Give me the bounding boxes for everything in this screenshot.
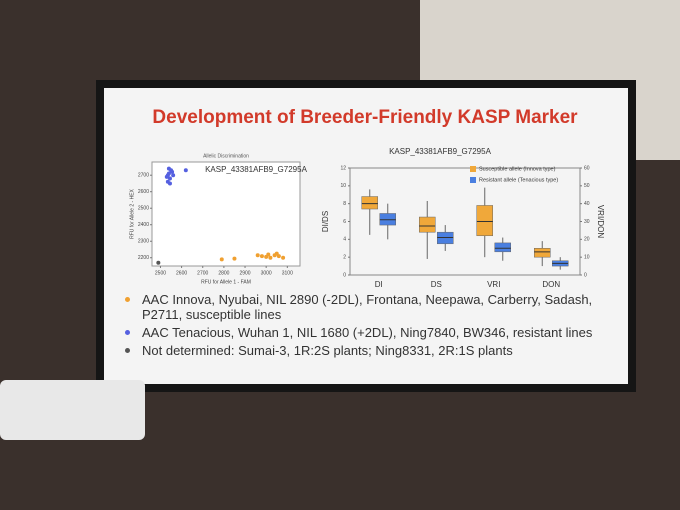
point <box>281 255 286 260</box>
point <box>255 253 260 258</box>
legend-entry: Not determined: Sumai-3, 1R:2S plants; N… <box>122 343 612 358</box>
point <box>167 181 172 186</box>
y2-tick-label: 30 <box>584 219 590 225</box>
y-tick-label: 2300 <box>138 239 149 245</box>
point <box>167 176 172 181</box>
point <box>232 256 237 261</box>
box <box>476 205 493 237</box>
x-tick-label: 2900 <box>239 270 250 276</box>
legend-swatch <box>125 330 130 335</box>
plot-frame <box>151 161 301 267</box>
chart-subtitle: KASP_43381AFB9_G7295A <box>205 165 308 174</box>
y-tick-label: 6 <box>343 219 346 225</box>
point <box>266 252 271 257</box>
point <box>170 169 175 174</box>
chart-title: KASP_43381AFB9_G7295A <box>389 147 492 156</box>
point <box>219 257 224 262</box>
point <box>166 171 171 176</box>
y-tick-label: 4 <box>343 237 346 243</box>
y2-tick-label: 40 <box>584 201 590 207</box>
box <box>494 242 511 253</box>
y-tick-label: 0 <box>343 272 346 278</box>
legend-text: Susceptible allele (Innova type) <box>479 166 556 172</box>
y-tick-label: 2200 <box>138 255 149 261</box>
point <box>276 254 281 259</box>
box <box>534 248 551 258</box>
slide-title: Development of Breeder-Friendly KASP Mar… <box>152 107 578 128</box>
legend-text: Not determined: Sumai-3, 1R:2S plants; N… <box>142 343 513 358</box>
y-tick-label: 8 <box>343 201 346 207</box>
box <box>419 216 436 233</box>
y-axis-label: RFU for Allele 2 - HEX <box>129 188 135 238</box>
y2-tick-label: 10 <box>584 254 590 260</box>
y-tick-label: 10 <box>340 183 346 189</box>
x-tick-label: DI <box>375 280 383 289</box>
legend-text: AAC Innova, Nyubai, NIL 2890 (-2DL), Fro… <box>142 292 593 322</box>
projector <box>0 380 145 440</box>
y-tick-label: 2400 <box>138 222 149 228</box>
legend-entry: AAC Innova, Nyubai, NIL 2890 (-2DL), Fro… <box>122 292 612 322</box>
x-tick-label: 3100 <box>282 270 293 276</box>
y2-axis-label: VRI/DON <box>596 205 605 239</box>
y-tick-label: 2500 <box>138 206 149 212</box>
legend-text: Resistant allele (Tenacious type) <box>479 177 558 183</box>
bullets: AAC Innova, Nyubai, NIL 2890 (-2DL), Fro… <box>122 292 612 361</box>
point <box>166 166 171 171</box>
legend-swatch <box>125 297 130 302</box>
y2-tick-label: 60 <box>584 165 590 171</box>
legend-swatch <box>470 177 476 183</box>
point <box>259 254 264 259</box>
y-tick-label: 2700 <box>138 173 149 179</box>
point <box>171 173 176 178</box>
y2-tick-label: 0 <box>584 272 587 278</box>
x-tick-label: 2600 <box>176 270 187 276</box>
point <box>156 260 161 265</box>
chart-title: Allelic Discrimination <box>203 153 249 159</box>
y-tick-label: 12 <box>340 165 346 171</box>
point <box>183 168 188 173</box>
x-tick-label: 2700 <box>197 270 208 276</box>
legend-text: AAC Tenacious, Wuhan 1, NIL 1680 (+2DL),… <box>142 325 593 340</box>
box <box>361 196 378 210</box>
legend-entry: AAC Tenacious, Wuhan 1, NIL 1680 (+2DL),… <box>122 325 612 340</box>
y-tick-label: 2600 <box>138 189 149 195</box>
legend-swatch <box>125 348 130 353</box>
point <box>268 255 273 260</box>
legend-swatch <box>470 166 476 172</box>
x-tick-label: 2500 <box>155 270 166 276</box>
x-tick-label: 3000 <box>261 270 272 276</box>
x-axis-label: RFU for Allele 1 - FAM <box>201 279 251 285</box>
y2-tick-label: 20 <box>584 237 590 243</box>
y-tick-label: 2 <box>343 254 346 260</box>
x-tick-label: VRI <box>487 280 500 289</box>
y2-tick-label: 50 <box>584 183 590 189</box>
x-tick-label: DS <box>431 280 442 289</box>
x-tick-label: 2800 <box>218 270 229 276</box>
x-tick-label: DON <box>542 280 560 289</box>
y-axis-label: DI/DS <box>321 211 330 232</box>
